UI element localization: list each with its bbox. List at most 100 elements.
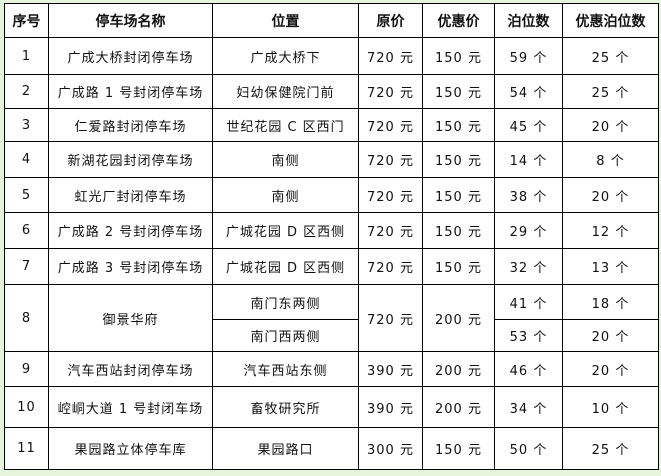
table-row: 10 崆峒大道 1 号封闭车场 畜牧研究所 390 元 200 元 34 个 10 个	[4, 386, 659, 428]
cell-spaces: 38 个	[494, 177, 563, 213]
cell-location: 妇幼保健院门前	[212, 74, 359, 109]
cell-location: 南侧	[212, 177, 359, 213]
cell-spaces: 34 个	[494, 386, 563, 428]
cell-spaces: 14 个	[494, 141, 563, 178]
cell-spaces: 29 个	[494, 212, 563, 249]
cell-price: 720 元	[358, 37, 423, 75]
cell-discount-spaces: 20 个	[562, 351, 659, 387]
header-name: 停车场名称	[48, 3, 213, 38]
cell-discount: 200 元	[422, 284, 495, 352]
header-discount-spaces: 优惠泊位数	[562, 3, 659, 38]
table-row: 6 广成路 2 号封闭停车场 广城花园 D 区西侧 720 元 150 元 29 个 12 …	[4, 212, 659, 249]
table-row: 南门西两侧 53 个 20 个	[5, 319, 659, 352]
cell-price: 390 元	[358, 351, 423, 387]
table-row: 1 广成大桥封闭停车场 广成大桥下 720 元 150 元 59 个 25 个	[4, 37, 659, 75]
cell-discount: 200 元	[422, 351, 495, 387]
cell-location: 南侧	[212, 141, 359, 178]
cell-no: 3	[4, 108, 49, 142]
cell-no: 8	[4, 284, 49, 352]
cell-discount-spaces: 10 个	[562, 386, 659, 428]
header-no: 序号	[4, 3, 49, 38]
cell-name: 广成路 3 号封闭停车场	[48, 248, 213, 285]
header-discount: 优惠价	[422, 3, 495, 38]
table-row: 5 虹光厂封闭停车场 南侧 720 元 150 元 38 个 20 个	[4, 177, 659, 213]
cell-discount-spaces: 8 个	[562, 141, 659, 178]
cell-discount-spaces: 20 个	[562, 108, 659, 142]
cell-discount: 200 元	[422, 386, 495, 428]
cell-name: 广成大桥封闭停车场	[48, 37, 213, 75]
cell-price: 720 元	[358, 108, 423, 142]
cell-discount-spaces: 18 个	[562, 284, 659, 320]
header-spaces: 泊位数	[494, 3, 563, 38]
cell-no: 11	[4, 427, 49, 470]
cell-name: 新湖花园封闭停车场	[48, 141, 213, 178]
header-location: 位置	[212, 3, 359, 38]
cell-spaces: 59 个	[494, 37, 563, 75]
table-row: 7 广成路 3 号封闭停车场 广城花园 D 区西侧 720 元 150 元 32 个 13 …	[4, 248, 659, 285]
cell-spaces: 54 个	[494, 74, 563, 109]
cell-discount-spaces: 20 个	[562, 319, 659, 352]
header-price: 原价	[358, 3, 423, 38]
cell-discount: 150 元	[422, 37, 495, 75]
cell-no: 6	[4, 212, 49, 249]
cell-price: 720 元	[358, 284, 423, 352]
cell-name: 崆峒大道 1 号封闭车场	[48, 386, 213, 428]
cell-spaces: 46 个	[494, 351, 563, 387]
cell-discount: 150 元	[422, 74, 495, 109]
table-row: 2 广成路 1 号封闭停车场 妇幼保健院门前 720 元 150 元 54 个 25 个	[4, 74, 659, 109]
table-row: 3 仁爱路封闭停车场 世纪花园 C 区西门 720 元 150 元 45 个 20 个	[4, 108, 659, 142]
cell-no: 2	[4, 74, 49, 109]
cell-location: 汽车西站东侧	[212, 351, 359, 387]
cell-price: 720 元	[358, 177, 423, 213]
cell-spaces: 50 个	[494, 427, 563, 470]
table-row: 8 御景华府 南门东两侧 720 元 200 元 41 个 18 个	[4, 284, 659, 352]
cell-no: 7	[4, 248, 49, 285]
cell-price: 720 元	[358, 248, 423, 285]
cell-discount-spaces: 25 个	[562, 427, 659, 470]
table-row: 9 汽车西站封闭停车场 汽车西站东侧 390 元 200 元 46 个 20 个	[4, 351, 659, 387]
cell-discount: 150 元	[422, 248, 495, 285]
cell-name: 御景华府	[48, 284, 213, 352]
cell-location: 广城花园 D 区西侧	[212, 248, 359, 285]
table-row: 11 果园路立体停车库 果园路口 300 元 150 元 50 个 25 个	[4, 427, 659, 470]
cell-location: 广成大桥下	[212, 37, 359, 75]
cell-discount-spaces: 25 个	[562, 74, 659, 109]
cell-discount-spaces: 13 个	[562, 248, 659, 285]
cell-price: 720 元	[358, 141, 423, 178]
cell-discount: 150 元	[422, 212, 495, 249]
cell-spaces: 41 个	[494, 284, 563, 320]
cell-name: 虹光厂封闭停车场	[48, 177, 213, 213]
cell-name: 仁爱路封闭停车场	[48, 108, 213, 142]
cell-no: 1	[4, 37, 49, 75]
cell-spaces: 32 个	[494, 248, 563, 285]
cell-price: 390 元	[358, 386, 423, 428]
cell-no: 4	[4, 141, 49, 178]
cell-location: 果园路口	[212, 427, 359, 470]
cell-no: 10	[4, 386, 49, 428]
cell-discount: 150 元	[422, 141, 495, 178]
cell-location: 南门东两侧	[212, 284, 359, 320]
cell-name: 汽车西站封闭停车场	[48, 351, 213, 387]
cell-discount-spaces: 20 个	[562, 177, 659, 213]
cell-discount: 150 元	[422, 177, 495, 213]
cell-location: 广城花园 D 区西侧	[212, 212, 359, 249]
cell-name: 果园路立体停车库	[48, 427, 213, 470]
cell-no: 5	[4, 177, 49, 213]
cell-price: 300 元	[358, 427, 423, 470]
cell-price: 720 元	[358, 212, 423, 249]
cell-name: 广成路 1 号封闭停车场	[48, 74, 213, 109]
cell-no: 9	[4, 351, 49, 387]
cell-discount: 150 元	[422, 427, 495, 470]
cell-discount-spaces: 25 个	[562, 37, 659, 75]
cell-price: 720 元	[358, 74, 423, 109]
cell-name: 广成路 2 号封闭停车场	[48, 212, 213, 249]
cell-location: 世纪花园 C 区西门	[212, 108, 359, 142]
header-row: 序号 停车场名称 位置 原价 优惠价 泊位数 优惠泊位数	[4, 3, 659, 38]
cell-discount-spaces: 12 个	[562, 212, 659, 249]
cell-location: 南门西两侧	[212, 319, 359, 352]
parking-table: 序号 停车场名称 位置 原价 优惠价 泊位数 优惠泊位数 1 广成大桥封闭停车场广…	[4, 3, 659, 470]
cell-spaces: 53 个	[494, 319, 563, 352]
cell-spaces: 45 个	[494, 108, 563, 142]
cell-location: 畜牧研究所	[212, 386, 359, 428]
